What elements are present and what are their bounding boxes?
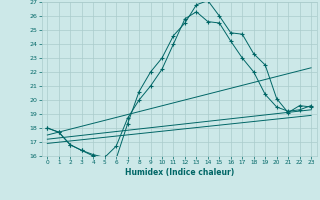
X-axis label: Humidex (Indice chaleur): Humidex (Indice chaleur) bbox=[124, 168, 234, 177]
